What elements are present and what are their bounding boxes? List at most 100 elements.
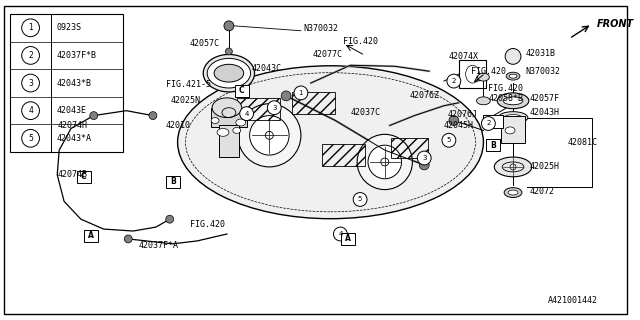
Text: C: C (239, 86, 244, 95)
Ellipse shape (477, 73, 490, 81)
Text: C: C (81, 172, 86, 181)
Text: 42074B: 42074B (57, 170, 87, 179)
Text: FIG.420: FIG.420 (470, 67, 506, 76)
Bar (235, 85, 248, 97)
Text: 42043E: 42043E (56, 106, 86, 115)
Text: A: A (346, 235, 351, 244)
Bar (486, 139, 500, 151)
Text: 42043H: 42043H (530, 108, 560, 117)
Text: 5: 5 (28, 134, 33, 143)
Text: 42081C: 42081C (567, 138, 597, 147)
Text: 5: 5 (447, 137, 451, 143)
Text: 42037F*B: 42037F*B (56, 51, 96, 60)
Ellipse shape (503, 97, 523, 105)
Ellipse shape (212, 98, 242, 117)
Text: 42074H: 42074H (57, 121, 87, 130)
Circle shape (333, 227, 348, 241)
Circle shape (22, 129, 40, 147)
Ellipse shape (497, 93, 529, 109)
Circle shape (149, 112, 157, 120)
Circle shape (238, 104, 301, 167)
Text: 42058*B: 42058*B (488, 94, 524, 103)
Ellipse shape (508, 190, 518, 195)
Text: 1: 1 (299, 90, 303, 96)
Circle shape (368, 145, 401, 179)
Text: 42057F: 42057F (530, 94, 560, 103)
Text: FRONT: FRONT (597, 19, 634, 29)
Ellipse shape (506, 72, 520, 80)
Text: FIG.421-5: FIG.421-5 (166, 80, 211, 89)
Ellipse shape (177, 66, 483, 219)
Circle shape (449, 116, 459, 125)
Text: 2: 2 (28, 51, 33, 60)
Bar (322, 144, 365, 166)
Text: 42037C: 42037C (350, 108, 380, 117)
Circle shape (225, 48, 232, 55)
Circle shape (250, 116, 289, 155)
Circle shape (268, 101, 281, 115)
Circle shape (442, 133, 456, 147)
Text: 42031B: 42031B (526, 49, 556, 58)
Text: 4: 4 (28, 106, 33, 115)
Text: 0923S: 0923S (56, 23, 81, 32)
Text: 4: 4 (244, 111, 249, 116)
Text: 42074X: 42074X (449, 52, 479, 61)
Text: 42072: 42072 (530, 187, 555, 196)
Text: FIG.420: FIG.420 (488, 84, 524, 93)
Text: 42037F*A: 42037F*A (138, 241, 178, 250)
Circle shape (357, 134, 412, 189)
Circle shape (481, 116, 495, 131)
Circle shape (417, 151, 431, 165)
Text: 3: 3 (422, 155, 426, 161)
Text: 1: 1 (28, 23, 33, 32)
Ellipse shape (207, 58, 251, 88)
Text: 2: 2 (486, 121, 490, 126)
Text: 42076J: 42076J (448, 110, 478, 119)
Ellipse shape (498, 112, 528, 124)
Ellipse shape (217, 128, 229, 136)
Text: B: B (170, 177, 175, 186)
Ellipse shape (509, 74, 517, 78)
Circle shape (124, 235, 132, 243)
Circle shape (22, 19, 40, 37)
Text: 42077C: 42077C (313, 50, 343, 59)
Ellipse shape (211, 117, 219, 124)
Bar (10, 14, 124, 152)
Ellipse shape (477, 97, 490, 105)
Bar (390, 138, 428, 158)
Bar (483, 115, 503, 128)
Ellipse shape (504, 188, 522, 197)
Circle shape (22, 74, 40, 92)
Text: N370032: N370032 (303, 24, 338, 33)
Circle shape (224, 21, 234, 31)
Circle shape (447, 74, 461, 88)
Ellipse shape (233, 127, 241, 133)
Text: 2: 2 (452, 78, 456, 84)
Text: 42043C: 42043C (252, 64, 282, 73)
Text: 42010: 42010 (166, 121, 191, 130)
Bar (341, 233, 355, 245)
Text: A: A (88, 231, 93, 240)
Ellipse shape (236, 119, 246, 126)
Text: A421001442: A421001442 (548, 296, 598, 305)
Text: FIG.420: FIG.420 (191, 220, 225, 228)
Text: N370032: N370032 (526, 67, 561, 76)
Text: 42025N: 42025N (171, 96, 201, 105)
Text: 42045H: 42045H (444, 121, 474, 130)
Bar (459, 60, 486, 88)
Bar (237, 98, 280, 120)
Ellipse shape (494, 157, 532, 177)
Circle shape (505, 49, 521, 64)
Bar (211, 108, 246, 127)
Ellipse shape (505, 127, 515, 134)
Circle shape (419, 160, 429, 170)
Text: 42057C: 42057C (189, 39, 220, 48)
Ellipse shape (204, 54, 255, 92)
Bar (501, 116, 525, 143)
Text: FIG.420: FIG.420 (343, 37, 378, 46)
Bar (292, 92, 335, 114)
Text: 3: 3 (28, 78, 33, 88)
Bar (77, 171, 91, 183)
Text: 3: 3 (272, 105, 276, 111)
Circle shape (166, 215, 173, 223)
